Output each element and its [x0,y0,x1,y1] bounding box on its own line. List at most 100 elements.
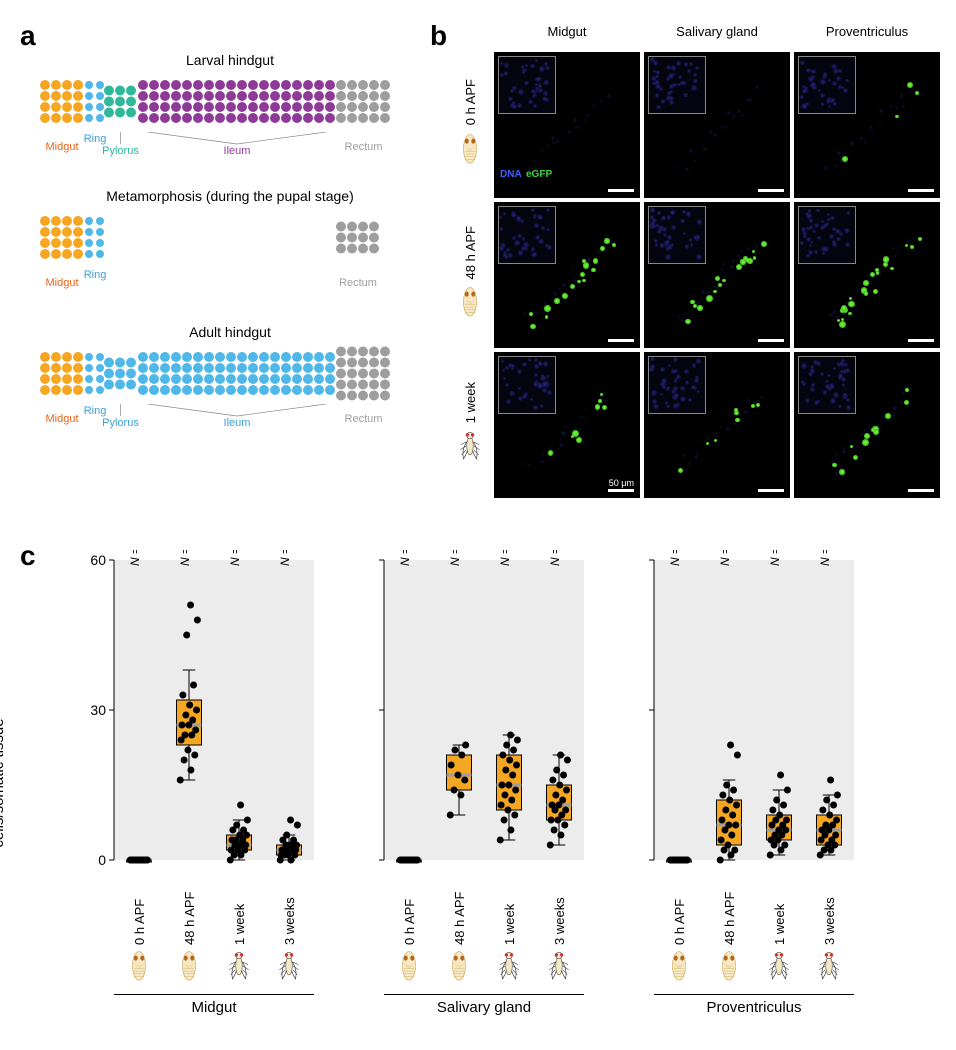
svg-text:N = 20: N = 20 [768,550,782,566]
pupa-icon [446,949,472,988]
x-tick-label: 0 h APF [672,875,687,945]
svg-text:Ileum: Ileum [224,145,251,157]
svg-text:Ileum: Ileum [224,417,251,429]
svg-text:Pylorus: Pylorus [102,417,139,429]
x-tick-label: 1 week [502,875,517,945]
pupa-icon [176,949,202,988]
micrograph [644,52,790,198]
boxplot-chart: 03060N = 20N = 20N = 20N = 200 h APF48 h… [80,550,320,1016]
pupa-icon [457,132,483,171]
fly-icon [816,949,842,988]
svg-text:Ring: Ring [84,133,107,145]
svg-text:30: 30 [90,702,106,718]
scalebar [608,189,634,192]
micrograph [644,202,790,348]
fly-icon [496,949,522,988]
x-tick-label: 48 h APF [722,875,737,945]
fly-icon [546,949,572,988]
svg-text:Rectum: Rectum [345,141,383,153]
micrograph-inset [798,56,856,114]
fly-icon [276,949,302,988]
pupa-icon [396,949,422,988]
panel-a-label: a [20,20,420,52]
x-axis-labels: 0 h APF48 h APF1 week3 weeks [114,875,314,988]
micro-col-header: Proventriculus [794,24,940,48]
scalebar [908,339,934,342]
legend-dna: DNA [500,169,522,180]
tissue-label: Proventriculus [654,994,854,1016]
hindgut-label-row: Midgut RingPylorus Ileum Rectum [40,132,400,168]
micrograph-inset [648,206,706,264]
x-tick-label: 1 week [232,875,247,945]
panel-a: a Larval hindgutMidgutRingPylorusIleumRe… [20,20,420,460]
fly-icon [457,429,483,468]
x-tick-label: 0 h APF [132,875,147,945]
micrograph-inset [498,356,556,414]
hindgut-title: Adult hindgut [40,324,420,340]
hindgut-svg [40,72,400,132]
x-axis-labels: 0 h APF 48 h APF 1 week 3 weeks [654,875,854,988]
svg-text:N = 20: N = 20 [278,550,292,566]
svg-text:N = 20: N = 20 [128,550,142,566]
svg-text:Midgut: Midgut [45,141,78,153]
svg-text:N = 20: N = 20 [718,550,732,566]
fly-icon [766,949,792,988]
hindgut-label-row: MidgutRingRectum [40,268,400,304]
micrograph-inset [648,56,706,114]
hindgut-diagram: Metamorphosis (during the pupal stage)Mi… [40,188,420,304]
x-tick-label: 1 week [772,875,787,945]
svg-text:0: 0 [98,852,106,868]
micro-row-label: 1 week [463,382,478,423]
scalebar [608,489,634,492]
micrograph [794,52,940,198]
svg-text:Ring: Ring [84,405,107,417]
micrograph-inset [648,356,706,414]
micro-row-header: 48 h APF [450,202,490,348]
svg-text:N = 20: N = 20 [548,550,562,566]
ylab-line2: cells/somatic tissue [0,633,7,933]
svg-text:Ring: Ring [84,269,107,281]
scalebar [758,189,784,192]
micro-col-header: Midgut [494,24,640,48]
panel-b-label: b [430,20,447,52]
micrograph: 50 μm [494,352,640,498]
hindgut-title: Metamorphosis (during the pupal stage) [40,188,420,204]
scalebar [758,489,784,492]
hindgut-diagram: Larval hindgut Midgut RingPylorus Ileum Rect… [40,52,420,168]
micrograph [494,202,640,348]
x-tick-label: 3 weeks [822,875,837,945]
scalebar [908,189,934,192]
svg-text:N = 20: N = 20 [178,550,192,566]
scalebar [908,489,934,492]
legend-egfp: eGFP [526,169,552,180]
micro-row-label: 0 h APF [463,79,478,125]
svg-text:N = 20: N = 20 [818,550,832,566]
svg-text:Pylorus: Pylorus [102,145,139,157]
boxplot-chart: N = 20 N = 9 N = 20 N = 20 0 h APF 48 h APF 1 … [350,550,590,1016]
micrograph-inset [798,206,856,264]
svg-text:N = 20: N = 20 [498,550,512,566]
svg-text:N = 20: N = 20 [398,550,412,566]
panel-c: c The number of GFP positive cells/somat… [20,550,936,1016]
svg-text:60: 60 [90,552,106,568]
panel-b: b MidgutSalivary glandProventriculus0 h … [440,20,940,498]
panel-c-label: c [20,540,36,572]
boxplot-chart: N = 20N = 20N = 20N = 200 h APF48 h APF1… [620,550,860,1016]
svg-text:N = 20: N = 20 [228,550,242,566]
micrograph [644,352,790,498]
svg-text:Rectum: Rectum [339,277,377,289]
x-tick-label: 0 h APF [402,875,417,945]
x-tick-label: 3 weeks [282,875,297,945]
x-tick-label: 3 weeks [552,875,567,945]
micro-row-header: 1 week [450,352,490,498]
pupa-icon [666,949,692,988]
hindgut-title: Larval hindgut [40,52,420,68]
pupa-icon [716,949,742,988]
x-tick-label: 48 h APF [452,875,467,945]
micrograph-inset [498,56,556,114]
micro-row-header: 0 h APF [450,52,490,198]
micro-col-header: Salivary gland [644,24,790,48]
svg-text:Midgut: Midgut [45,413,78,425]
svg-text:N = 9: N = 9 [448,550,462,566]
hindgut-svg [40,344,400,404]
